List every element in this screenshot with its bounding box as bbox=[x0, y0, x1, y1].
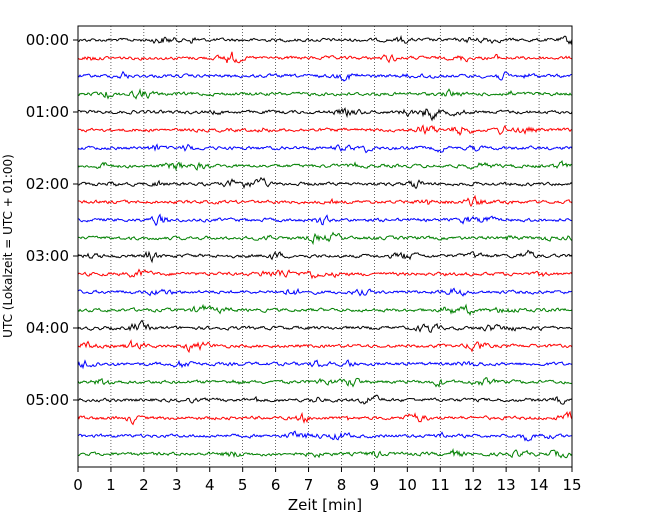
trace-0215 bbox=[77, 194, 573, 207]
x-tick-label: 7 bbox=[304, 476, 314, 494]
trace-0500 bbox=[77, 394, 573, 405]
x-tick-label: 9 bbox=[370, 476, 380, 494]
trace-0100 bbox=[77, 107, 573, 122]
trace-0245 bbox=[77, 231, 573, 246]
x-tick-label: 8 bbox=[337, 476, 347, 494]
y-tick-label: 00:00 bbox=[26, 31, 69, 49]
x-axis-ticks: 0 1 2 3 4 5 6 7 8 9 10 11 12 13 14 15 bbox=[73, 467, 582, 494]
x-tick-label: 11 bbox=[431, 476, 450, 494]
trace-0345 bbox=[77, 303, 573, 316]
x-tick-label: 15 bbox=[562, 476, 581, 494]
trace-0045 bbox=[77, 88, 573, 100]
trace-0115 bbox=[77, 124, 573, 137]
x-tick-label: 1 bbox=[106, 476, 116, 494]
trace-0330 bbox=[77, 287, 573, 297]
x-tick-label: 6 bbox=[271, 476, 281, 494]
y-tick-label: 04:00 bbox=[26, 319, 69, 337]
y-axis-label: UTC (Lokalzeit = UTC + 01:00) bbox=[1, 154, 15, 338]
y-tick-label: 02:00 bbox=[26, 175, 69, 193]
trace-0200 bbox=[77, 176, 573, 190]
trace-0530 bbox=[77, 430, 573, 442]
x-tick-label: 5 bbox=[238, 476, 248, 494]
trace-0430 bbox=[77, 359, 573, 370]
y-tick-label: 03:00 bbox=[26, 247, 69, 265]
x-tick-label: 12 bbox=[464, 476, 483, 494]
x-axis-label: Zeit [min] bbox=[288, 496, 362, 514]
seismic-traces bbox=[77, 34, 573, 459]
trace-0315 bbox=[77, 268, 573, 280]
trace-0000 bbox=[77, 34, 573, 45]
trace-0030 bbox=[77, 70, 572, 82]
y-axis-ticks: 00:00 01:00 02:00 03:00 04:00 05:00 bbox=[26, 31, 78, 409]
trace-0400 bbox=[77, 319, 573, 333]
x-tick-label: 4 bbox=[205, 476, 215, 494]
x-tick-label: 3 bbox=[172, 476, 182, 494]
x-tick-label: 14 bbox=[530, 476, 549, 494]
x-tick-label: 0 bbox=[73, 476, 83, 494]
y-tick-label: 05:00 bbox=[26, 391, 69, 409]
y-tick-label: 01:00 bbox=[26, 103, 69, 121]
trace-0515 bbox=[77, 410, 573, 426]
trace-0545 bbox=[77, 447, 573, 459]
x-tick-label: 13 bbox=[497, 476, 516, 494]
trace-0015 bbox=[77, 51, 573, 64]
x-tick-label: 10 bbox=[398, 476, 417, 494]
trace-0130 bbox=[77, 143, 573, 154]
plot-frame bbox=[77, 25, 573, 468]
trace-0445 bbox=[77, 377, 573, 388]
trace-0230 bbox=[77, 213, 573, 227]
trace-0415 bbox=[77, 339, 573, 354]
x-tick-label: 2 bbox=[139, 476, 149, 494]
trace-0145 bbox=[77, 159, 573, 172]
trace-0300 bbox=[77, 249, 573, 264]
